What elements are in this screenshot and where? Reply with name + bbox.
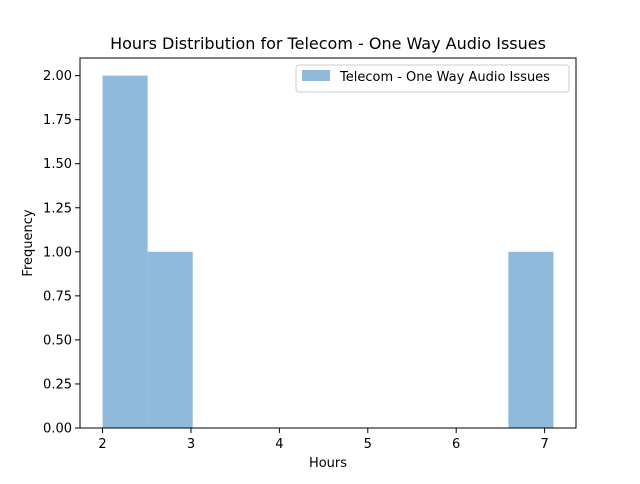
y-tick-label: 0.00	[43, 422, 72, 437]
y-tick-label: 2.00	[43, 69, 72, 84]
y-axis-ticks: 0.00 0.25 0.50 0.75 1.00 1.25 1.50 1.75 2.00	[43, 69, 80, 437]
x-axis-ticks: 2 3 4 5 6 7	[98, 428, 549, 452]
x-axis-label: Hours	[309, 456, 347, 471]
legend: Telecom - One Way Audio Issues	[295, 64, 570, 93]
histogram-bar	[102, 75, 148, 428]
x-tick-label: 3	[187, 437, 195, 452]
legend-label: Telecom - One Way Audio Issues	[339, 70, 550, 85]
y-tick-label: 0.25	[43, 377, 72, 392]
y-tick-label: 0.75	[43, 289, 72, 304]
histogram-bar	[508, 251, 554, 428]
x-tick-label: 4	[275, 437, 283, 452]
legend-swatch	[302, 70, 330, 81]
y-tick-label: 1.25	[43, 201, 72, 216]
x-tick-label: 2	[98, 437, 106, 452]
histogram-bar	[147, 251, 193, 428]
plot-frame	[79, 57, 577, 429]
x-tick-label: 5	[364, 437, 372, 452]
y-tick-label: 1.00	[43, 245, 72, 260]
x-tick-label: 6	[452, 437, 460, 452]
y-tick-label: 1.50	[43, 157, 72, 172]
chart-title: Hours Distribution for Telecom - One Way…	[110, 34, 546, 53]
y-tick-label: 0.50	[43, 333, 72, 348]
x-tick-label: 7	[540, 437, 548, 452]
bars-layer	[102, 75, 554, 428]
y-axis-label: Frequency	[21, 209, 36, 276]
y-tick-label: 1.75	[43, 113, 72, 128]
legend-frame	[295, 64, 570, 93]
